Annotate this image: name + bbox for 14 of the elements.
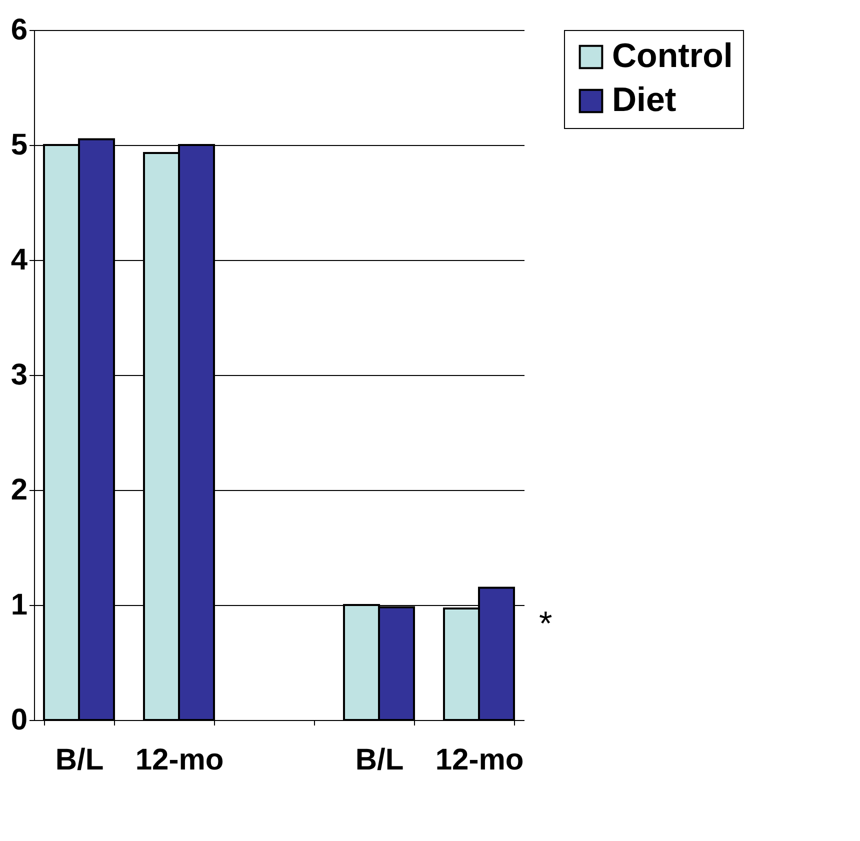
y-tick-label: 4 <box>10 244 28 276</box>
text: * <box>539 605 552 643</box>
x-tick-label: 12-mo <box>435 744 524 776</box>
y-tick-label: 3 <box>10 358 28 392</box>
legend-label: Control <box>612 37 733 75</box>
x-tick-label: 12-mo <box>135 744 224 776</box>
y-tick-label: 2 <box>10 474 28 506</box>
y-tick-label: 1 <box>10 588 28 622</box>
y-tick-label: 0 <box>10 704 28 736</box>
y-tick-label: 6 <box>10 14 28 46</box>
x-tick-label: B/L <box>55 744 104 776</box>
x-tick-label: B/L <box>355 744 404 776</box>
y-tick-label: 5 <box>10 128 28 162</box>
legend-label: Diet <box>612 81 676 119</box>
